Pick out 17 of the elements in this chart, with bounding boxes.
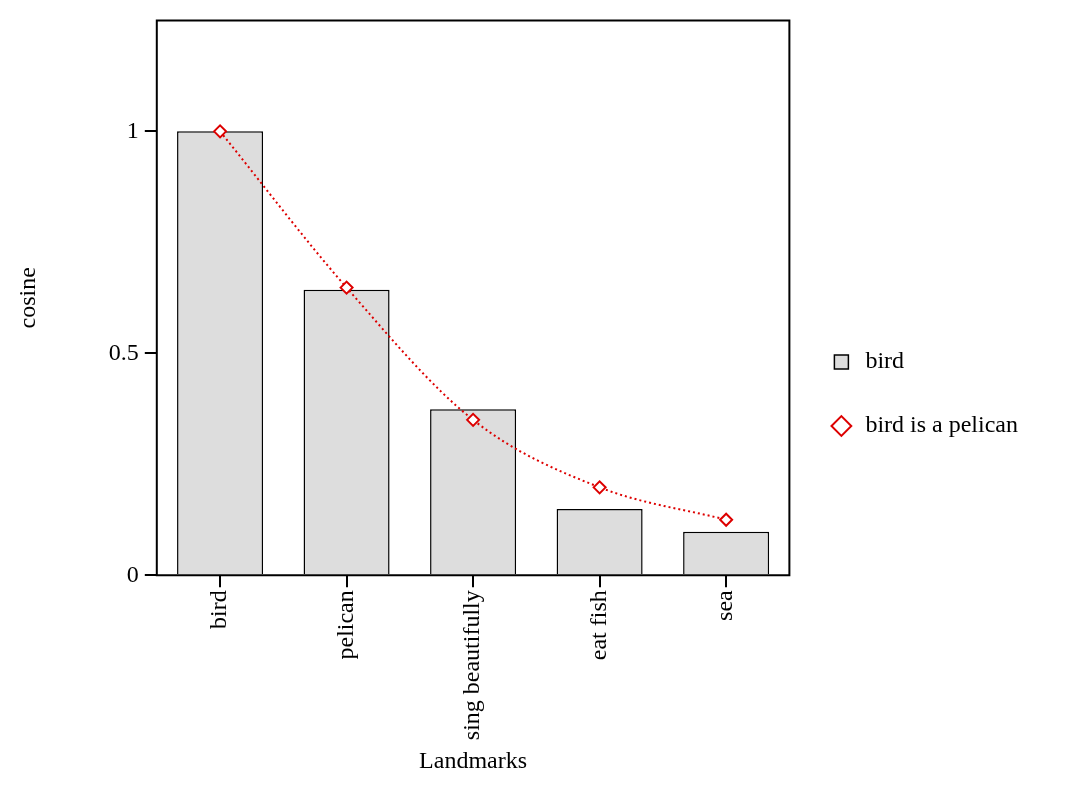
point: [719, 512, 734, 527]
x-tick-label: sing beautifully: [458, 590, 485, 741]
x-tick-label: pelican: [331, 590, 358, 660]
legend-label: bird: [865, 347, 905, 374]
x-axis-title: Landmarks: [419, 746, 528, 773]
y-tick-label: 0: [126, 560, 139, 587]
y-tick-label: 1: [126, 116, 139, 143]
point: [339, 280, 354, 295]
y-axis-title: cosine: [13, 267, 40, 329]
x-tick-label: sea: [711, 589, 738, 621]
y-tick-label: 0.5: [108, 338, 139, 365]
point: [466, 412, 481, 427]
point: [592, 480, 607, 495]
x-tick-label: bird: [205, 590, 232, 629]
x-tick-label: eat fish: [584, 590, 611, 661]
point: [213, 124, 228, 139]
legend-label: bird is a pelican: [865, 411, 1019, 438]
